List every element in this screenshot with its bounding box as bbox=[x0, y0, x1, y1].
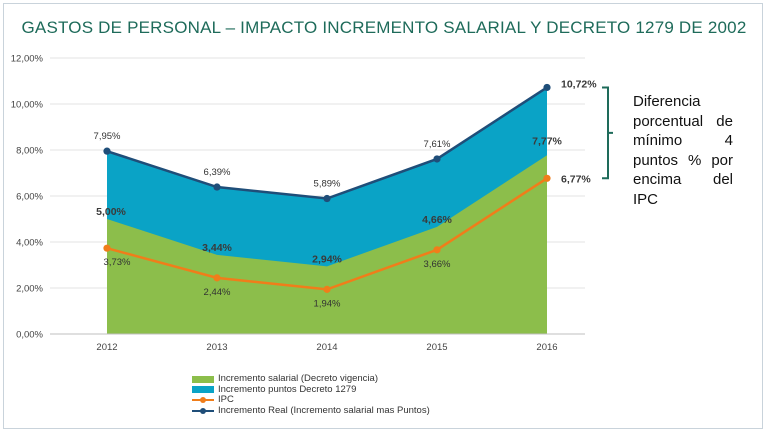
label-real: 10,72% bbox=[561, 78, 597, 90]
legend-label: Incremento puntos Decreto 1279 bbox=[218, 383, 357, 395]
x-tick-label: 2013 bbox=[206, 342, 227, 353]
x-tick-label: 2014 bbox=[316, 342, 337, 353]
point-ipc bbox=[213, 274, 221, 282]
area-series bbox=[107, 87, 547, 334]
legend-label: Incremento Real (Incremento salarial mas… bbox=[218, 404, 430, 416]
bracket-line bbox=[602, 86, 613, 180]
point-real bbox=[213, 183, 221, 191]
label-salarial: 3,44% bbox=[202, 242, 232, 254]
legend: Incremento salarial (Decreto vigencia) I… bbox=[192, 373, 430, 417]
point-real bbox=[323, 194, 331, 203]
y-tick-label: 0,00% bbox=[16, 330, 43, 341]
label-salarial: 4,66% bbox=[422, 214, 452, 226]
legend-label: IPC bbox=[218, 394, 234, 405]
x-tick-label: 2012 bbox=[96, 342, 117, 353]
legend-line-orange bbox=[192, 395, 214, 405]
legend-item-decreto: Incremento puntos Decreto 1279 bbox=[192, 383, 430, 396]
point-ipc bbox=[433, 246, 441, 254]
difference-note: Diferencia porcentual de mínimo 4 puntos… bbox=[633, 93, 733, 208]
line-series bbox=[103, 83, 551, 293]
difference-bracket bbox=[602, 86, 613, 180]
y-tick-label: 12,00% bbox=[11, 54, 44, 65]
chart-title: GASTOS DE PERSONAL – IMPACTO INCREMENTO … bbox=[21, 18, 747, 37]
label-salarial: 5,00% bbox=[96, 206, 126, 218]
label-real: 6,39% bbox=[204, 167, 231, 178]
point-real bbox=[543, 83, 551, 92]
x-tick-label: 2015 bbox=[426, 342, 447, 353]
point-real bbox=[103, 147, 111, 155]
legend-label: Incremento salarial (Decreto vigencia) bbox=[218, 373, 378, 384]
legend-line-navy bbox=[192, 406, 214, 416]
y-tick-label: 10,00% bbox=[11, 100, 44, 111]
y-tick-label: 4,00% bbox=[16, 238, 43, 249]
label-ipc: 1,94% bbox=[314, 298, 341, 309]
label-salarial: 7,77% bbox=[532, 135, 562, 147]
legend-item-ipc: IPC bbox=[192, 394, 430, 406]
point-ipc bbox=[543, 174, 551, 182]
label-salarial: 2,94% bbox=[312, 253, 342, 265]
y-tick-label: 6,00% bbox=[16, 192, 43, 203]
point-ipc bbox=[323, 285, 331, 293]
point-ipc bbox=[103, 244, 111, 252]
label-ipc: 3,73% bbox=[104, 257, 131, 268]
legend-swatch-green bbox=[192, 375, 214, 383]
point-real bbox=[433, 155, 441, 163]
y-tick-label: 2,00% bbox=[16, 284, 43, 295]
y-tick-label: 8,00% bbox=[16, 146, 43, 157]
legend-swatch-teal bbox=[192, 386, 214, 394]
label-ipc: 2,44% bbox=[204, 287, 231, 298]
label-ipc: 6,77% bbox=[561, 173, 591, 185]
label-real: 5,89% bbox=[314, 179, 341, 190]
label-real: 7,95% bbox=[94, 131, 121, 142]
label-real: 7,61% bbox=[424, 139, 451, 150]
legend-item-salarial: Incremento salarial (Decreto vigencia) bbox=[192, 373, 430, 385]
legend-item-real: Incremento Real (Incremento salarial mas… bbox=[192, 404, 430, 417]
area-salarial bbox=[107, 155, 547, 334]
x-tick-label: 2016 bbox=[536, 342, 557, 353]
label-ipc: 3,66% bbox=[424, 259, 451, 270]
axes: 0,00% 2,00% 4,00% 6,00% 8,00% 10,00% 12,00% 201… bbox=[11, 54, 585, 353]
data-labels: 7,95% 6,39% 5,89% 7,61% 10,72% 5,00% 3,44% 2,94… bbox=[94, 78, 598, 309]
